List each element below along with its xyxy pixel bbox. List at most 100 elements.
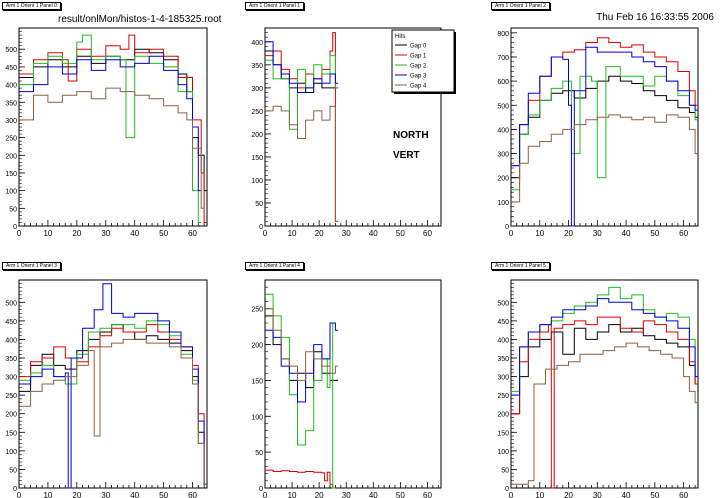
series-line-gap-3	[511, 46, 698, 227]
y-tick-label: 300	[5, 375, 17, 382]
y-tick-label: 300	[251, 86, 263, 93]
series-line-gap-1	[19, 324, 207, 485]
panel-5: 0 10 20 30 40 50 60 0 50 100 150 200 250 300 350 400 450…	[497, 279, 699, 498]
y-tick-label: 400	[497, 337, 509, 344]
y-tick-label: 350	[5, 100, 17, 107]
y-tick-label: 100	[497, 449, 509, 456]
y-tick-label: 200	[251, 132, 263, 139]
y-tick-label: 0	[505, 486, 509, 493]
series-line-gap-0	[511, 324, 698, 415]
y-tick-label: 200	[497, 176, 509, 183]
y-tick-label: 450	[5, 65, 17, 72]
y-tick-label: 500	[5, 47, 17, 54]
series-line-gap-3	[19, 283, 207, 489]
x-tick-label: 0	[17, 491, 22, 498]
series-line-gap-1	[511, 316, 698, 489]
y-tick-label: 700	[497, 55, 509, 62]
legend-box	[391, 29, 455, 93]
y-tick-label: 800	[497, 31, 509, 38]
y-tick-label: 100	[5, 189, 17, 196]
x-tick-label: 10	[43, 491, 52, 498]
series-line-gap-2	[511, 66, 698, 191]
series-line-gap-1	[265, 32, 339, 222]
series-line-gap-4	[511, 114, 698, 203]
x-tick-label: 20	[564, 229, 573, 238]
plot-frame	[264, 27, 442, 227]
panel-title: Arm 1 Orient 1 Panel 4	[245, 262, 304, 270]
x-tick-label: 60	[188, 491, 197, 498]
y-tick-label: 50	[9, 467, 17, 474]
legend-entry: Gap 2	[410, 64, 427, 70]
y-tick-label: 250	[5, 136, 17, 143]
x-tick-label: 30	[101, 491, 110, 498]
datetime-label: Thu Feb 16 16:33:55 2006	[596, 12, 714, 23]
x-tick-label: 20	[315, 491, 324, 498]
x-tick-label: 40	[622, 229, 631, 238]
legend-title: Hits	[395, 34, 405, 40]
y-tick-label: 150	[5, 430, 17, 437]
series-line-gap-2	[19, 320, 207, 485]
y-tick-label: 0	[13, 224, 17, 231]
x-tick-label: 50	[650, 229, 659, 238]
x-tick-label: 20	[72, 229, 81, 238]
y-tick-label: 0	[259, 486, 263, 493]
x-tick-label: 60	[679, 491, 688, 498]
plot-frame	[264, 279, 442, 489]
y-tick-label: 250	[497, 393, 509, 400]
x-tick-label: 10	[535, 229, 544, 238]
x-tick-label: 0	[509, 229, 514, 238]
x-tick-label: 40	[622, 491, 631, 498]
x-tick-label: 0	[509, 491, 514, 498]
y-tick-label: 0	[13, 486, 17, 493]
series-line-gap-1	[265, 469, 336, 489]
x-tick-label: 40	[130, 491, 139, 498]
y-tick-label: 300	[5, 118, 17, 125]
y-tick-label: 400	[5, 83, 17, 90]
series-line-gap-4	[511, 342, 698, 485]
legend-entry: Gap 4	[410, 84, 427, 90]
y-tick-label: 150	[5, 171, 17, 178]
legend-entry: Gap 0	[410, 44, 427, 50]
panel-1: 0 10 20 30 40 50 60 0 50 100 150 200 250 300 350 400	[251, 27, 442, 238]
legend: Hits Gap 0 Gap 1 Gap 2 Gap 3 Gap 4	[391, 29, 456, 94]
y-tick-label: 250	[5, 393, 17, 400]
y-tick-label: 50	[501, 467, 509, 474]
series-line-gap-2	[265, 293, 336, 489]
y-tick-label: 50	[255, 201, 263, 208]
y-tick-label: 450	[5, 319, 17, 326]
series-line-gap-4	[19, 338, 207, 485]
x-tick-label: 30	[593, 229, 602, 238]
x-tick-label: 10	[535, 491, 544, 498]
plot-frame	[510, 27, 699, 227]
x-tick-label: 40	[369, 229, 378, 238]
x-tick-label: 20	[315, 229, 324, 238]
file-path-label: result/onlMon/histos-1-4-185325.root	[58, 14, 222, 25]
y-tick-label: 150	[251, 155, 263, 162]
series-line-gap-4	[265, 308, 339, 381]
plot-frame	[18, 27, 208, 227]
series-line-gap-3	[19, 55, 202, 192]
panel-3: 0 10 20 30 40 50 60 0 50 100 150 200 250 300 350 400 450…	[5, 279, 208, 498]
panel-4: 0 10 20 30 40 50 60 0 50 100 150 200 250	[251, 279, 442, 498]
y-tick-label: 50	[255, 450, 263, 457]
series-line-gap-4	[19, 87, 205, 209]
panel-title: Arm 1 Orient 1 Panel 0	[2, 2, 61, 10]
y-tick-label: 350	[5, 356, 17, 363]
series-line-gap-3	[265, 41, 339, 93]
annotation-text: VERT	[393, 150, 420, 161]
x-tick-label: 50	[159, 229, 168, 238]
x-tick-label: 0	[17, 229, 22, 238]
y-tick-label: 150	[251, 378, 263, 385]
y-tick-label: 400	[497, 127, 509, 134]
x-tick-label: 40	[369, 491, 378, 498]
x-tick-label: 10	[288, 229, 297, 238]
y-tick-label: 200	[5, 153, 17, 160]
y-tick-label: 500	[497, 103, 509, 110]
series-line-gap-0	[19, 48, 207, 192]
x-tick-label: 30	[342, 491, 351, 498]
x-tick-label: 30	[101, 229, 110, 238]
y-tick-label: 400	[251, 40, 263, 47]
